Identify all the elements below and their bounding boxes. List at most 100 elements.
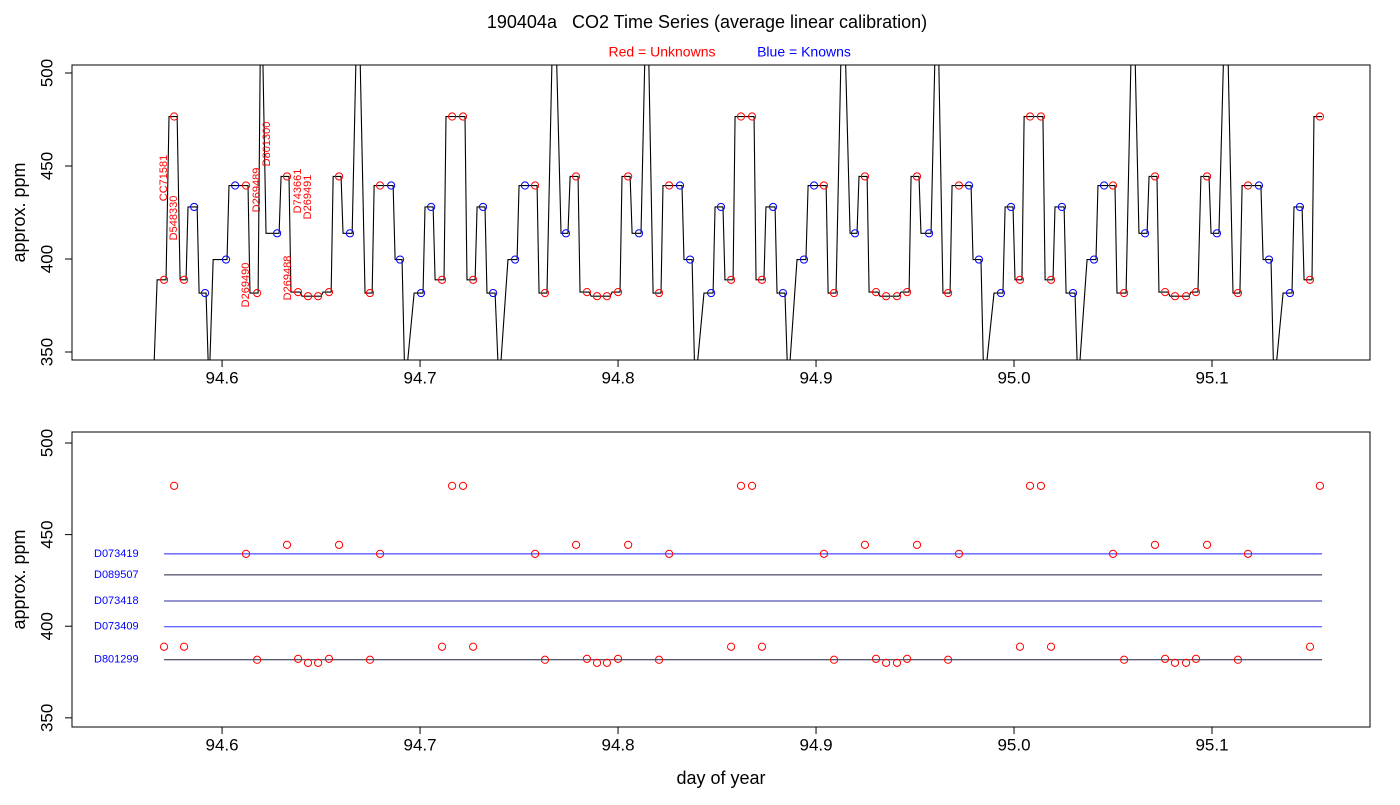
data-point — [1305, 642, 1315, 651]
data-point — [221, 255, 231, 264]
data-point — [303, 292, 313, 301]
data-point — [654, 288, 664, 298]
data-point — [1170, 292, 1180, 301]
data-point — [448, 481, 457, 490]
x-tick-label: 94.6 — [206, 735, 239, 754]
data-point — [416, 288, 426, 298]
data-point — [624, 540, 633, 549]
data-point — [469, 642, 478, 651]
y-tick-label: 450 — [37, 520, 56, 548]
data-point — [654, 655, 664, 664]
data-point — [375, 549, 385, 558]
data-point — [253, 288, 262, 298]
data-point — [871, 288, 881, 297]
data-point — [634, 229, 644, 238]
data-point — [943, 288, 953, 298]
plot-frame — [71, 431, 1371, 728]
x-tick-label: 94.7 — [404, 368, 437, 387]
data-point — [943, 655, 953, 664]
x-tick-label: 95.0 — [997, 735, 1030, 754]
data-point — [478, 202, 488, 212]
data-point — [1036, 112, 1046, 121]
trace-line — [153, 65, 1323, 360]
data-point — [850, 229, 860, 238]
y-tick-label: 500 — [37, 429, 56, 457]
data-point — [387, 181, 396, 190]
data-point — [1015, 642, 1025, 651]
data-point — [1120, 288, 1129, 298]
data-point — [1233, 288, 1243, 298]
data-point — [345, 229, 355, 238]
data-point — [1315, 112, 1325, 121]
data-point — [1191, 288, 1201, 297]
data-point — [1025, 481, 1035, 490]
data-point — [253, 655, 262, 664]
x-tick-label: 95.1 — [1195, 735, 1228, 754]
x-tick-label: 95.0 — [997, 368, 1030, 387]
data-point — [882, 292, 891, 301]
data-point — [1305, 275, 1315, 284]
data-point — [489, 288, 498, 298]
data-point — [1150, 172, 1160, 181]
data-point — [675, 181, 685, 190]
data-point — [726, 275, 736, 284]
data-point — [1202, 540, 1212, 549]
data-point — [303, 658, 313, 667]
y-tick-label: 350 — [37, 704, 56, 732]
data-point — [365, 655, 375, 664]
legend-entry: Blue = Knowns — [757, 44, 851, 60]
data-point — [736, 481, 746, 490]
data-point — [1285, 288, 1295, 298]
data-point — [540, 655, 550, 664]
data-point — [747, 112, 757, 121]
data-point — [1160, 654, 1170, 663]
data-point — [231, 181, 240, 190]
annotation: D269491 — [302, 175, 314, 220]
data-point — [469, 275, 478, 284]
data-point — [1315, 481, 1325, 490]
data-point — [1108, 181, 1118, 190]
data-point — [458, 112, 468, 121]
data-point — [882, 658, 891, 667]
data-point — [437, 275, 447, 284]
data-point — [159, 642, 169, 651]
data-point — [707, 288, 716, 298]
reference-label: D089507 — [94, 569, 139, 581]
data-point — [757, 275, 767, 284]
data-point — [829, 655, 839, 664]
data-point — [582, 654, 592, 663]
data-point — [190, 202, 199, 212]
data-point — [665, 181, 674, 190]
data-point — [159, 275, 169, 284]
data-point — [1181, 292, 1191, 301]
data-point — [819, 181, 829, 190]
data-point — [996, 288, 1006, 298]
data-point — [582, 288, 592, 297]
data-point — [686, 255, 695, 264]
data-point — [458, 481, 468, 490]
y-tick-label: 450 — [37, 152, 56, 180]
data-point — [912, 540, 922, 549]
plot-frame — [71, 64, 1371, 361]
data-point — [324, 288, 334, 297]
annotation: D548330 — [168, 196, 180, 241]
data-point — [437, 642, 447, 651]
annotation: D269490 — [240, 263, 252, 308]
data-point — [448, 112, 457, 121]
reference-label: D801299 — [94, 654, 139, 666]
data-point — [365, 288, 375, 298]
data-point — [334, 540, 344, 549]
data-point — [571, 540, 581, 549]
data-point — [1006, 202, 1016, 212]
x-tick-label: 94.8 — [602, 735, 635, 754]
data-point — [592, 658, 602, 667]
data-point — [613, 654, 623, 663]
y-tick-label: 400 — [37, 245, 56, 273]
data-point — [1295, 202, 1305, 212]
data-point — [241, 181, 251, 190]
data-point — [1089, 255, 1099, 264]
reference-label: D073418 — [94, 595, 139, 607]
data-point — [1046, 275, 1056, 284]
data-point — [1068, 288, 1078, 298]
